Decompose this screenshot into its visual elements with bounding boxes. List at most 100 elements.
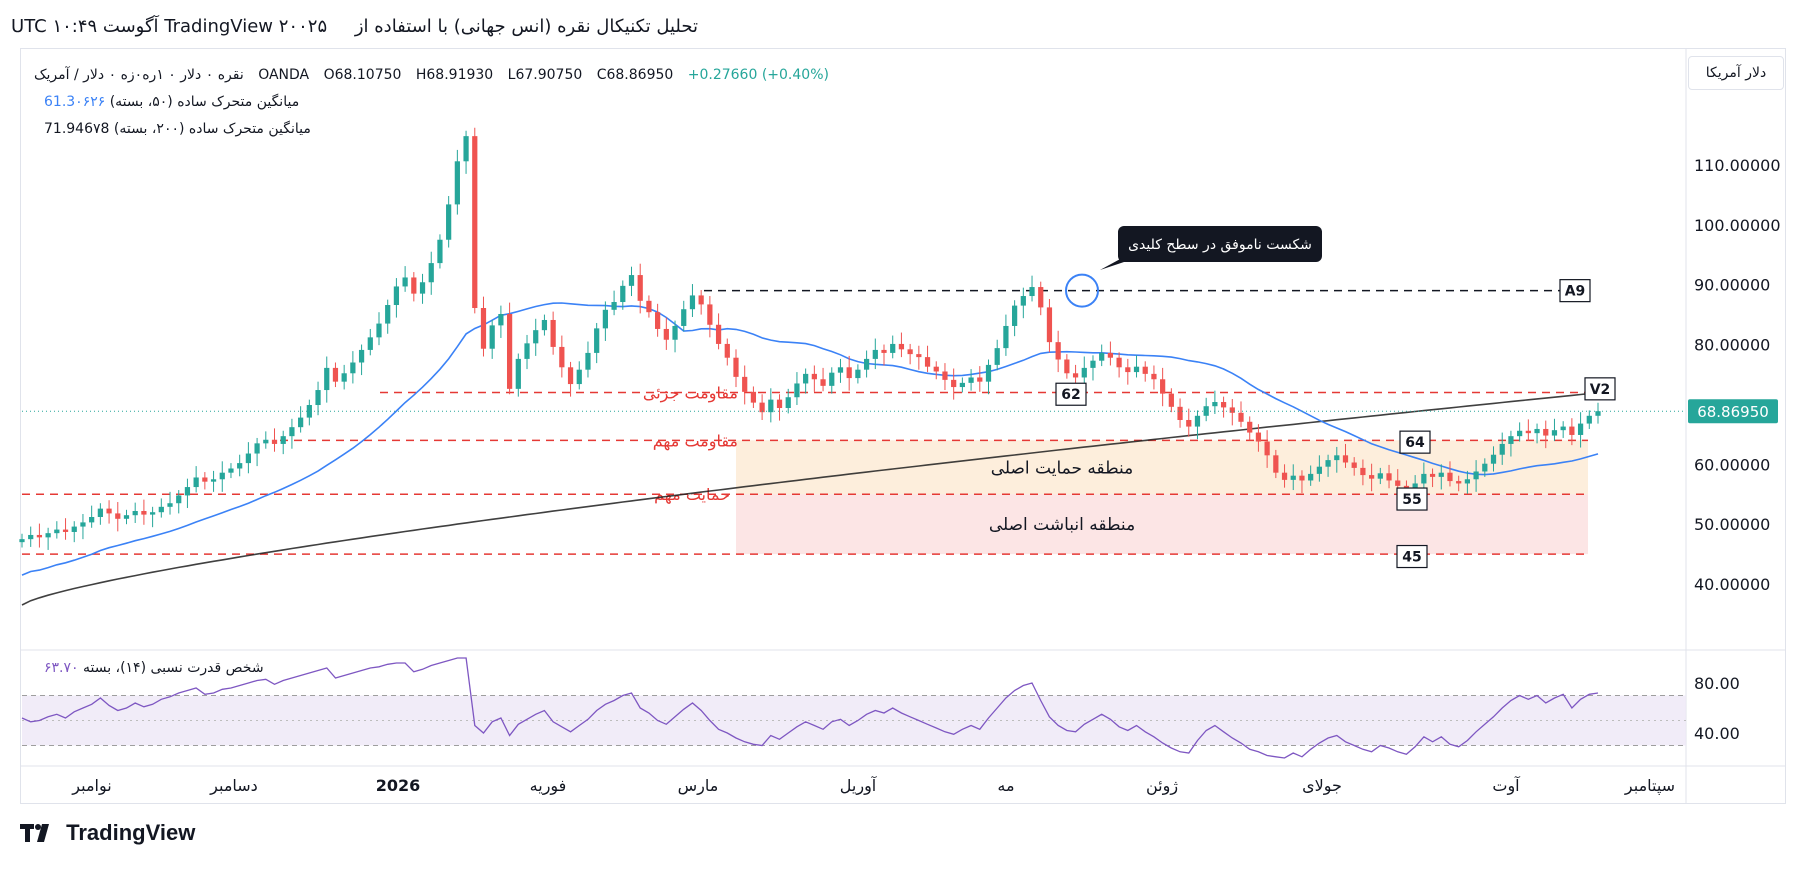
candle-body bbox=[158, 506, 164, 513]
price-tick-1: 100.00000 bbox=[1694, 216, 1781, 235]
level-box-v2-box bbox=[1584, 377, 1616, 401]
candle-body bbox=[985, 364, 992, 382]
footer-brand: TradingView bbox=[66, 820, 196, 845]
candle-body bbox=[1508, 436, 1514, 444]
legend-close: C68.86950 bbox=[596, 67, 674, 83]
candle-body bbox=[358, 349, 365, 363]
candle-body bbox=[698, 295, 704, 305]
level-box-v2: V2 bbox=[1590, 382, 1611, 398]
candle-body bbox=[585, 352, 591, 370]
legend-low: L67.90750 bbox=[507, 67, 583, 83]
candle-body bbox=[1107, 352, 1114, 358]
candle-body bbox=[298, 417, 304, 428]
candle-body bbox=[794, 383, 800, 398]
candle-body bbox=[768, 399, 774, 413]
time-tick-6: مه bbox=[997, 776, 1014, 795]
annotation-text: شکست ناموفق در سطح کلیدی bbox=[1128, 237, 1312, 253]
candle-body bbox=[1055, 342, 1061, 360]
candle-body bbox=[1151, 373, 1157, 380]
candle-body bbox=[123, 515, 130, 519]
candle-body bbox=[228, 468, 234, 473]
ma200-value: 71.946۷8 bbox=[44, 121, 110, 137]
candle-body bbox=[202, 477, 208, 482]
level-box-45: 45 bbox=[1402, 550, 1421, 566]
candle-body bbox=[1429, 473, 1436, 477]
candle-body bbox=[411, 277, 417, 294]
price-tick-5: 50.00000 bbox=[1694, 515, 1770, 534]
price-tick-6: 40.00000 bbox=[1694, 575, 1770, 594]
currency-button[interactable]: دلار آمریکا bbox=[1688, 56, 1784, 90]
level-box-55-box bbox=[1396, 487, 1428, 511]
candle-body bbox=[1255, 432, 1262, 442]
chart-frame bbox=[20, 48, 1786, 804]
candle-body bbox=[446, 204, 452, 240]
page-header: تحلیل تکنیکال نقره (انس جهانی) با استفاد… bbox=[11, 16, 720, 37]
candle-body bbox=[1517, 430, 1523, 437]
ma200-line bbox=[21, 392, 1599, 606]
candle-body bbox=[167, 503, 173, 507]
candle-body bbox=[594, 328, 600, 353]
candle-body bbox=[959, 382, 965, 388]
candle-body bbox=[263, 439, 269, 444]
candle-body bbox=[385, 305, 391, 324]
candle-body bbox=[1334, 455, 1340, 461]
candle-body bbox=[350, 362, 356, 374]
time-tick-3: فوریه bbox=[530, 776, 567, 796]
candle-body bbox=[1029, 287, 1035, 297]
candle-body bbox=[567, 367, 574, 385]
candle-body bbox=[707, 304, 713, 325]
candle-body bbox=[341, 373, 347, 382]
rsi-tick-1: 40.00 bbox=[1694, 724, 1740, 743]
candle-body bbox=[254, 443, 260, 454]
candle-body bbox=[776, 399, 783, 409]
tradingview-logo[interactable]: TradingView bbox=[20, 820, 195, 846]
candle-body bbox=[1177, 406, 1183, 420]
level-box-64: 64 bbox=[1405, 435, 1425, 451]
candle-body bbox=[515, 358, 521, 389]
time-tick-1: دسامبر bbox=[209, 776, 258, 796]
candle-body bbox=[193, 477, 199, 488]
candle-body bbox=[1125, 367, 1131, 373]
time-tick-10: سپتامبر bbox=[1624, 776, 1675, 796]
label-resistance-minor: مقاومت جزئی bbox=[643, 383, 738, 403]
candle-body bbox=[1090, 360, 1096, 368]
candle-body bbox=[306, 405, 312, 418]
ma50-value: 61.3۰۶۲۶ bbox=[44, 94, 106, 110]
candle-body bbox=[1012, 305, 1018, 326]
zone-1 bbox=[736, 440, 1588, 495]
ma50-line bbox=[21, 302, 1599, 576]
candle-body bbox=[28, 534, 34, 540]
candle-body bbox=[898, 343, 905, 350]
candle-body bbox=[628, 275, 635, 286]
candle-body bbox=[881, 349, 887, 353]
candle-body bbox=[803, 373, 809, 384]
chart-canvas[interactable]: منطقه حمایت اصلی منطقه انباشت اصلی مقاومت … bbox=[0, 0, 1804, 810]
rsi-line bbox=[21, 657, 1599, 759]
ma200-label: میانگین متحرک ساده (۲۰۰، بسته) bbox=[113, 121, 311, 137]
time-tick-5: آوریل bbox=[840, 776, 878, 796]
level-box-64-box bbox=[1399, 430, 1431, 454]
candle-body bbox=[367, 337, 373, 350]
candle-body bbox=[1543, 428, 1549, 436]
legend-symbol: نقره ۰ دلار ۰ ۱ره۰زه ۰ دلار / آمریک bbox=[34, 67, 244, 83]
candle-body bbox=[1412, 483, 1418, 491]
price-tick-2: 90.00000 bbox=[1694, 276, 1770, 295]
candle-body bbox=[332, 367, 339, 382]
candle-body bbox=[428, 263, 434, 283]
level-box-62-box bbox=[1055, 382, 1087, 406]
candle-body bbox=[1264, 441, 1270, 456]
candle-body bbox=[210, 479, 217, 482]
candle-body bbox=[1377, 473, 1383, 479]
candle-body bbox=[1160, 379, 1166, 394]
candle-body bbox=[646, 300, 652, 313]
candle-body bbox=[524, 343, 530, 359]
candle-body bbox=[376, 323, 382, 338]
candle-body bbox=[933, 366, 939, 372]
candle-body bbox=[1577, 423, 1584, 435]
candle-body bbox=[115, 513, 121, 519]
candle-body bbox=[480, 308, 487, 349]
candle-body bbox=[811, 373, 817, 380]
candle-body bbox=[1369, 475, 1375, 479]
ma50-label: میانگین متحرک ساده (۵۰، بسته) bbox=[109, 94, 300, 110]
label-resistance-major: مقاومت مهم bbox=[653, 431, 738, 451]
